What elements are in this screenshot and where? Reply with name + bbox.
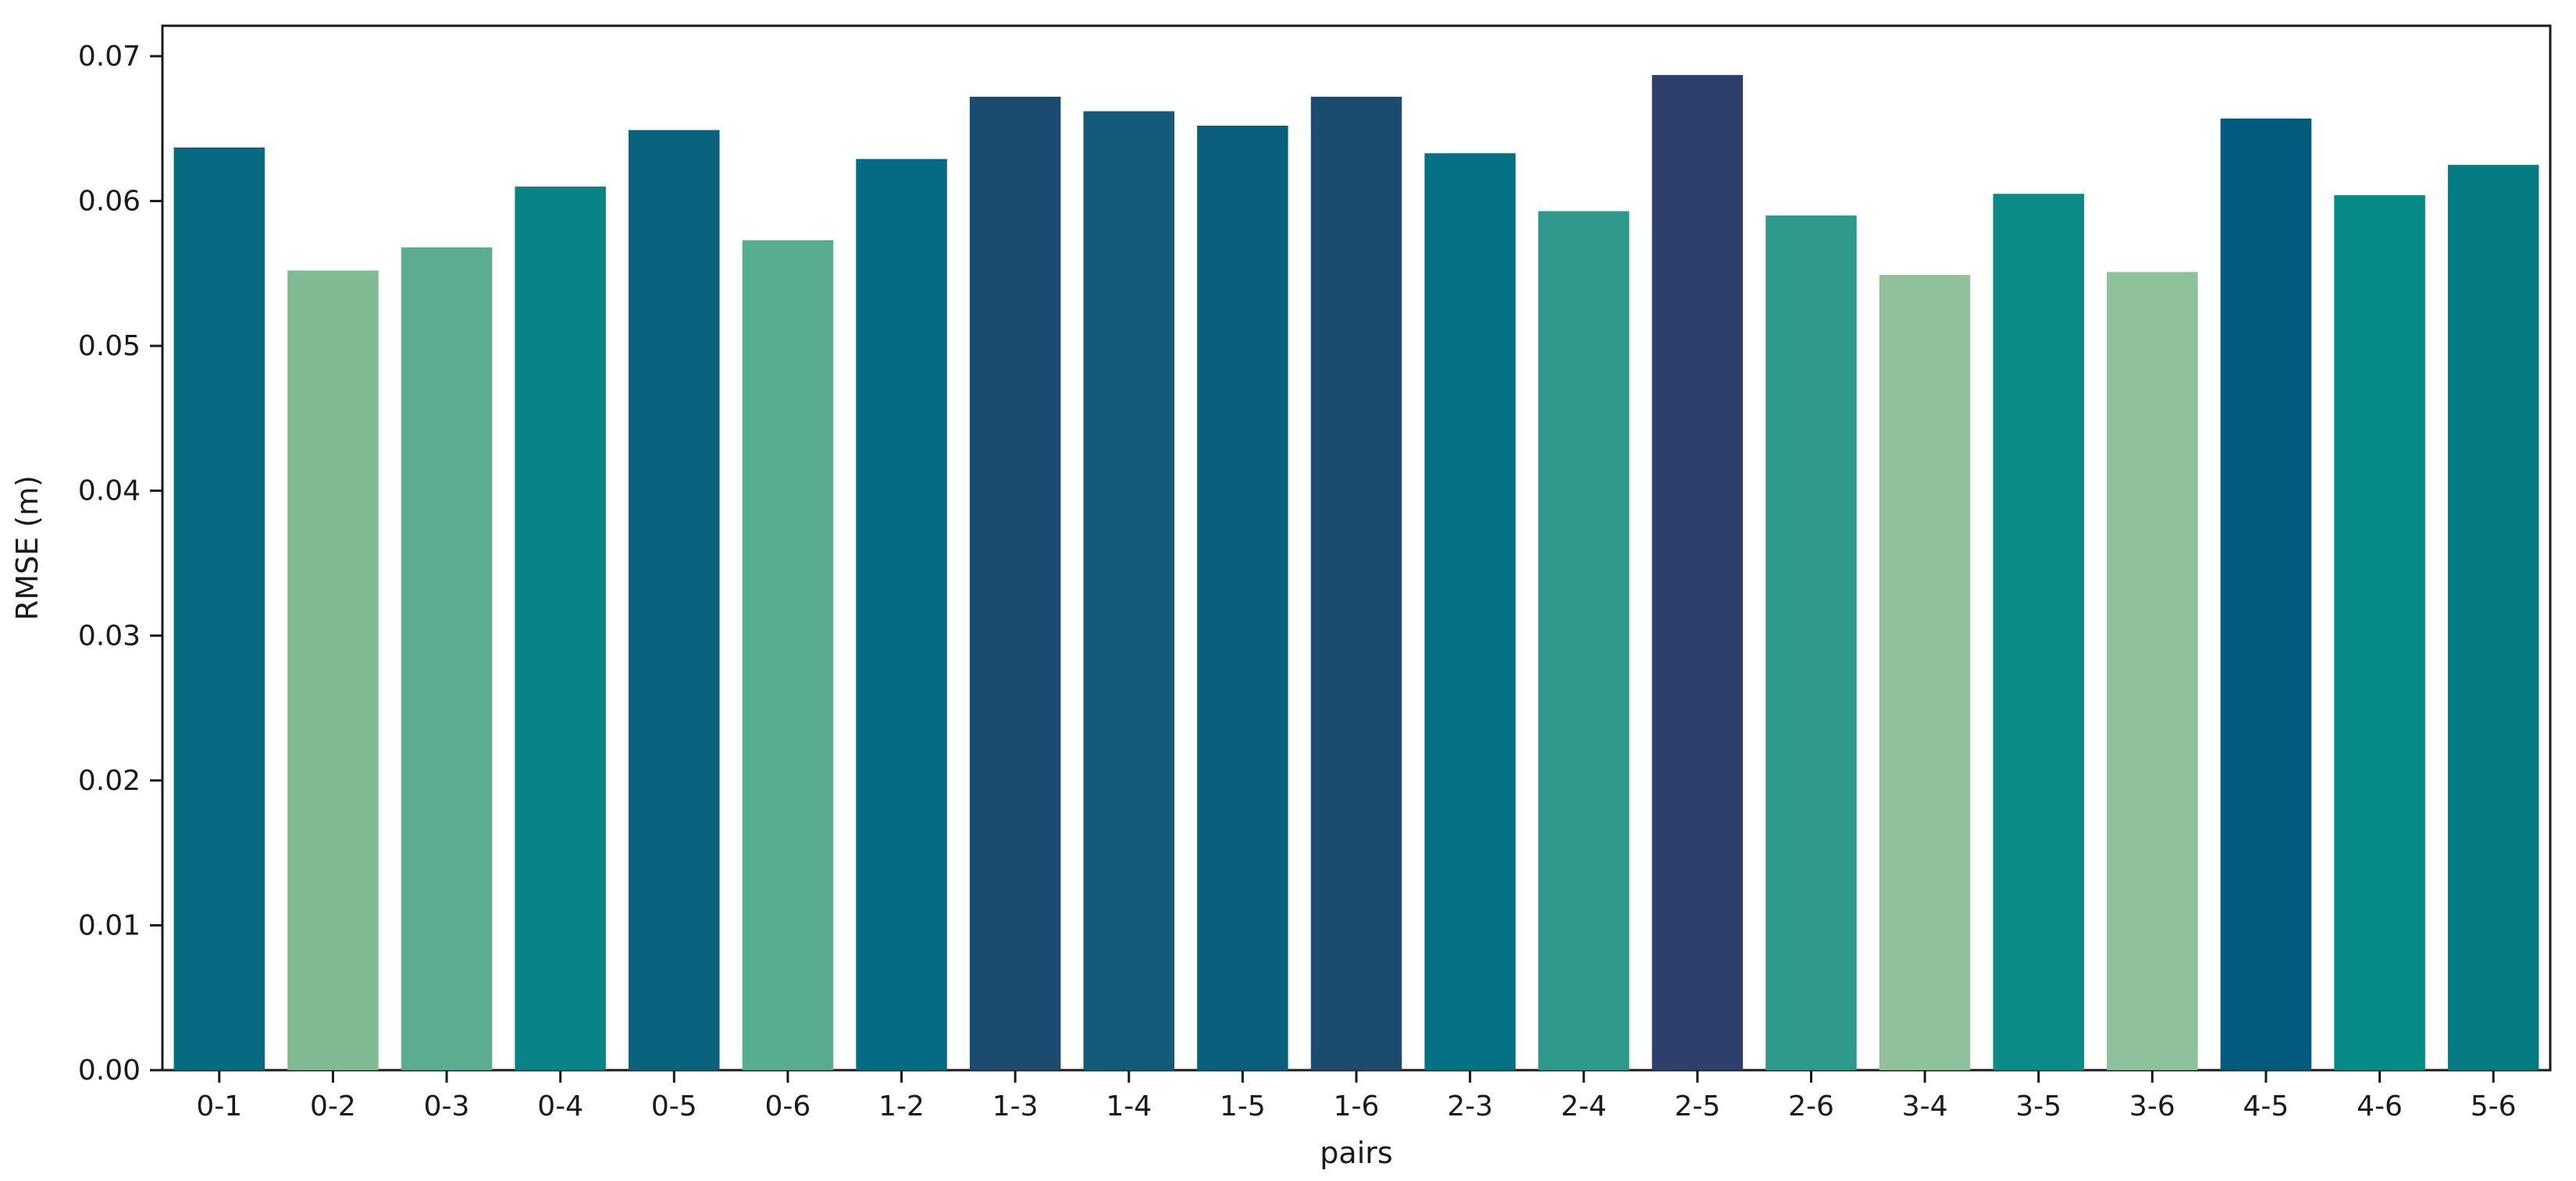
- x-tick-label: 5-6: [2471, 1090, 2517, 1122]
- y-tick-label: 0.00: [78, 1055, 141, 1087]
- bar-0-4: [515, 187, 606, 1070]
- x-tick-label: 0-6: [764, 1090, 811, 1122]
- x-tick-label: 0-3: [424, 1090, 470, 1122]
- bar-1-2: [856, 158, 947, 1071]
- x-tick-label: 0-1: [196, 1090, 242, 1122]
- y-axis-title: RMSE (m): [10, 475, 45, 621]
- x-tick-label: 1-4: [1106, 1090, 1152, 1122]
- y-tick-label: 0.05: [78, 330, 141, 362]
- x-tick-label: 4-6: [2357, 1090, 2403, 1122]
- y-tick-label: 0.06: [78, 186, 141, 218]
- bar-3-6: [2107, 272, 2198, 1070]
- x-tick-label: 3-6: [2129, 1090, 2175, 1122]
- x-tick-label: 0-5: [651, 1090, 697, 1122]
- x-axis-title: pairs: [1320, 1136, 1392, 1170]
- bar-1-6: [1310, 96, 1402, 1070]
- x-tick-label: 1-3: [992, 1090, 1039, 1122]
- x-tick-label: 1-2: [878, 1090, 925, 1122]
- y-tick-label: 0.02: [78, 765, 141, 797]
- bar-2-5: [1651, 75, 1744, 1071]
- bar-4-6: [2334, 195, 2425, 1071]
- x-tick-label: 1-6: [1334, 1090, 1380, 1122]
- bar-0-1: [173, 147, 265, 1070]
- x-tick-label: 0-4: [537, 1090, 583, 1122]
- bar-1-3: [969, 96, 1061, 1070]
- x-tick-label: 0-2: [310, 1090, 356, 1122]
- bar-1-4: [1083, 111, 1174, 1070]
- x-tick-label: 1-5: [1220, 1090, 1266, 1122]
- bars-group: [173, 75, 2539, 1071]
- x-axis-ticks: 0-1 0-2 0-3 0-4 0-5 0-6 1-2 1-3 1-4 1-5 1-6 2-3 2-4 2…: [196, 1070, 2517, 1122]
- x-tick-label: 2-6: [1788, 1090, 1834, 1122]
- bar-0-5: [629, 130, 720, 1071]
- x-tick-label: 2-4: [1561, 1090, 1607, 1122]
- bar-5-6: [2447, 165, 2539, 1071]
- y-tick-label: 0.07: [78, 41, 141, 73]
- bar-0-2: [287, 270, 379, 1071]
- y-tick-label: 0.03: [78, 620, 141, 652]
- x-tick-label: 3-4: [1902, 1090, 1948, 1122]
- bar-4-5: [2220, 118, 2312, 1070]
- x-tick-label: 3-5: [2015, 1090, 2061, 1122]
- y-tick-label: 0.04: [78, 475, 141, 507]
- bar-1-5: [1197, 126, 1288, 1070]
- x-tick-label: 4-5: [2243, 1090, 2289, 1122]
- x-tick-label: 2-5: [1674, 1090, 1720, 1122]
- bar-2-3: [1424, 153, 1516, 1070]
- bar-2-6: [1765, 215, 1857, 1071]
- x-tick-label: 2-3: [1447, 1090, 1493, 1122]
- bar-0-6: [742, 240, 834, 1071]
- bar-2-4: [1538, 211, 1630, 1070]
- bar-0-3: [401, 247, 493, 1070]
- bar-3-5: [1993, 194, 2084, 1070]
- y-tick-label: 0.01: [78, 909, 141, 941]
- bar-3-4: [1879, 275, 1971, 1070]
- y-axis-ticks: 0.00 0.01 0.02 0.03 0.04 0.05 0.06 0.07: [78, 41, 162, 1087]
